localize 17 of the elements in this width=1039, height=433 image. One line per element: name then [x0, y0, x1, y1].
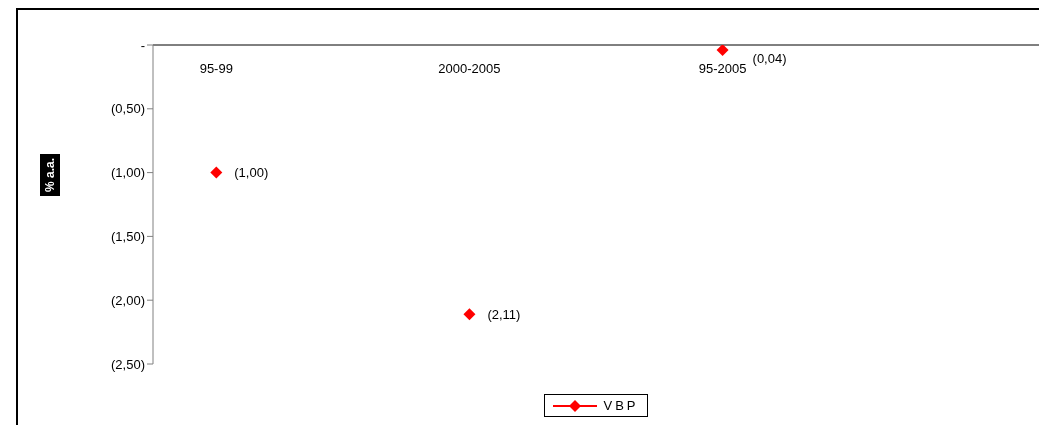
point	[210, 166, 223, 179]
y-tick-label: (1,00)	[111, 165, 145, 181]
y-tick-label: (2,50)	[111, 356, 145, 372]
y-tick-label: (2,00)	[111, 292, 145, 308]
y-axis-title: % a.a.	[43, 157, 57, 193]
x-tick-label: 95-99	[199, 61, 233, 76]
point	[463, 308, 476, 321]
data-label: (0,04)	[752, 50, 787, 66]
x-tick-label: 2000-2005	[438, 61, 501, 76]
y-tick-label: (0,50)	[111, 101, 145, 117]
legend-label: VBP	[603, 398, 639, 413]
x-tick-label: 95-2005	[698, 61, 747, 76]
point	[716, 45, 729, 57]
y-tick-label: (1,50)	[111, 229, 145, 245]
data-label: (1,00)	[234, 165, 269, 181]
y-tick-label: -	[140, 37, 145, 53]
data-label: (2,11)	[487, 306, 521, 322]
